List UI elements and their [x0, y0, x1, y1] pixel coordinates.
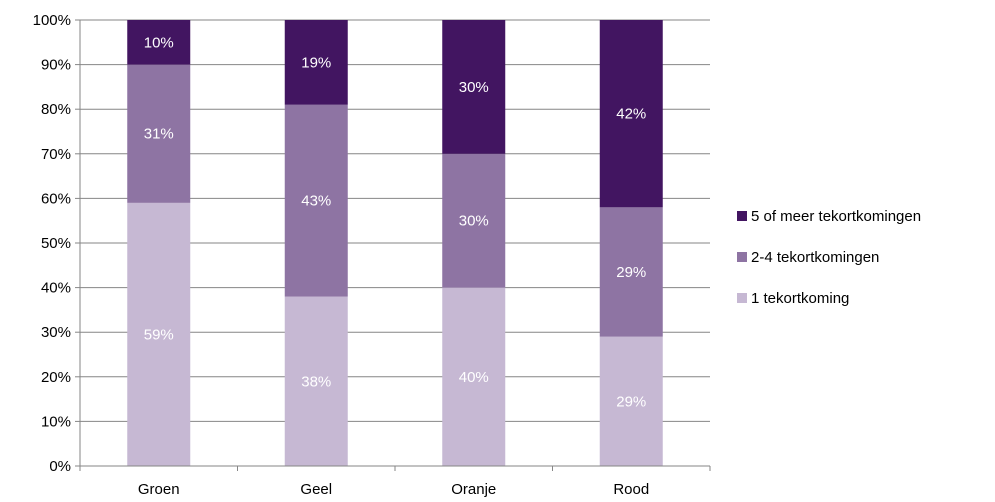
- data-label: 19%: [301, 54, 331, 71]
- data-label: 10%: [144, 34, 174, 51]
- y-tick-label: 90%: [41, 57, 71, 74]
- axes: 0% 10% 20% 30% 40% 50% 60% 70% 80% 90% 100% Groen Ge…: [33, 12, 711, 498]
- legend-swatch: [737, 293, 747, 303]
- y-tick-label: 0%: [49, 458, 71, 475]
- bar-segment: [127, 202, 191, 467]
- x-tick-label: Rood: [613, 481, 649, 498]
- data-label: 38%: [301, 373, 331, 390]
- data-label: 29%: [616, 264, 646, 281]
- x-tick-label: Oranje: [451, 481, 496, 498]
- legend-label: 2-4 tekortkomingen: [751, 249, 879, 266]
- bar-segment: [599, 336, 663, 466]
- bar-segment: [599, 207, 663, 337]
- bar-segment: [284, 104, 348, 297]
- data-label: 31%: [144, 126, 174, 143]
- bar-segment: [284, 20, 348, 105]
- y-tick-label: 30%: [41, 324, 71, 341]
- data-label: 30%: [459, 79, 489, 96]
- bar-segment: [127, 64, 191, 203]
- legend-swatch: [737, 211, 747, 221]
- y-tick-label: 100%: [33, 12, 71, 29]
- bar-segment: [284, 296, 348, 466]
- bar-segment: [442, 20, 506, 154]
- y-tick-label: 20%: [41, 369, 71, 386]
- data-label: 40%: [459, 369, 489, 386]
- y-tick-label: 10%: [41, 413, 71, 430]
- data-label: 59%: [144, 326, 174, 343]
- y-tick-label: 60%: [41, 190, 71, 207]
- data-label: 29%: [616, 393, 646, 410]
- legend-swatch: [737, 252, 747, 262]
- y-tick-label: 40%: [41, 280, 71, 297]
- data-label: 43%: [301, 193, 331, 210]
- y-tick-label: 70%: [41, 146, 71, 163]
- bar-segments: [127, 20, 663, 467]
- data-labels: 59% 31% 10% 38% 43% 19% 40% 30% 30% 29% 29% 42%: [144, 34, 647, 410]
- data-label: 42%: [616, 106, 646, 123]
- bar-segment: [442, 153, 506, 288]
- bar-segment: [127, 20, 191, 65]
- y-tick-label: 80%: [41, 101, 71, 118]
- bar-segment: [442, 287, 506, 466]
- legend: 5 of meer tekortkomingen 2-4 tekortkoming…: [737, 208, 921, 307]
- legend-label: 5 of meer tekortkomingen: [751, 208, 921, 225]
- legend-label: 1 tekortkoming: [751, 290, 849, 307]
- bar-segment: [599, 20, 663, 208]
- y-tick-label: 50%: [41, 235, 71, 252]
- data-label: 30%: [459, 213, 489, 230]
- x-tick-label: Groen: [138, 481, 180, 498]
- x-tick-label: Geel: [300, 481, 332, 498]
